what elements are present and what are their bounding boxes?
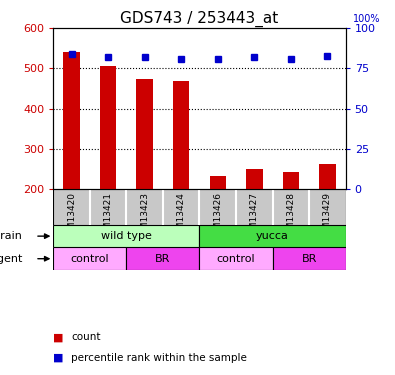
Text: GSM13423: GSM13423 <box>140 192 149 241</box>
Text: ■: ■ <box>53 333 64 342</box>
Text: BR: BR <box>301 254 317 264</box>
Text: count: count <box>71 333 101 342</box>
Text: GSM13428: GSM13428 <box>286 192 295 241</box>
Bar <box>199 225 346 248</box>
Bar <box>136 78 153 189</box>
Bar <box>319 164 336 189</box>
Text: control: control <box>217 254 255 264</box>
Bar <box>53 248 126 270</box>
Text: wild type: wild type <box>101 231 152 241</box>
Bar <box>173 81 190 189</box>
Bar <box>246 169 263 189</box>
Bar <box>273 248 346 270</box>
Bar <box>209 177 226 189</box>
Text: control: control <box>71 254 109 264</box>
Text: GSM13429: GSM13429 <box>323 192 332 241</box>
Text: yucca: yucca <box>256 231 289 241</box>
Text: GSM13421: GSM13421 <box>103 192 113 241</box>
Bar <box>53 225 199 248</box>
Text: GSM13420: GSM13420 <box>67 192 76 241</box>
Text: strain: strain <box>0 231 22 241</box>
Title: GDS743 / 253443_at: GDS743 / 253443_at <box>120 10 278 27</box>
Text: agent: agent <box>0 254 22 264</box>
Bar <box>100 66 117 189</box>
Bar <box>126 248 199 270</box>
Text: GSM13424: GSM13424 <box>177 192 186 241</box>
Text: BR: BR <box>155 254 171 264</box>
Text: GSM13426: GSM13426 <box>213 192 222 241</box>
Bar <box>282 172 299 189</box>
Text: ■: ■ <box>53 353 64 363</box>
Bar <box>63 53 80 189</box>
Bar <box>199 248 273 270</box>
Text: GSM13427: GSM13427 <box>250 192 259 241</box>
Text: percentile rank within the sample: percentile rank within the sample <box>71 353 247 363</box>
Text: 100%: 100% <box>353 14 380 24</box>
